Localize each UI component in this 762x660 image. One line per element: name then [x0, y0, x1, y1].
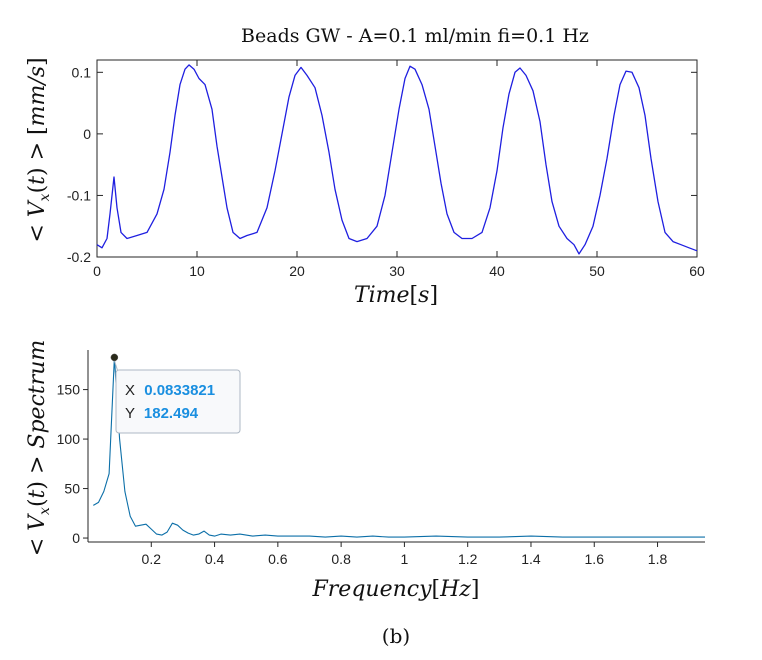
top-xtick-label: 0 [93, 263, 101, 279]
top-chart-ylabel: < Vx(t) > [mm/s] [25, 57, 53, 242]
top-xtick-label: 10 [189, 263, 205, 279]
datatip-x-row: X 0.0833821 [125, 382, 215, 399]
top-chart-ylabel-text: < Vx(t) > [mm/s] [25, 57, 53, 242]
bottom-chart: < Vx(t) > Spectrum 0.2 0.4 0.6 0.8 1 1.2 1.4 1.… [25, 340, 705, 602]
bottom-xtick-label: 0.4 [205, 551, 225, 567]
bottom-chart-xlabel: Frequency[Hz] [312, 577, 480, 602]
datatip[interactable]: X 0.0833821 Y 182.494 [110, 353, 241, 434]
bottom-xtick-label: 1.4 [521, 551, 541, 567]
top-xtick-label: 60 [689, 263, 705, 279]
datatip-y-row: Y 182.494 [125, 405, 199, 422]
top-chart: Beads GW - A=0.1 ml/min fi=0.1 Hz < Vx(t… [25, 25, 705, 308]
bottom-ytick-label: 50 [64, 481, 80, 497]
bottom-series-line [93, 356, 705, 538]
top-ytick-label: 0 [83, 126, 91, 142]
bottom-xtick-label: 1.2 [458, 551, 478, 567]
top-ytick-label: -0.1 [67, 187, 91, 203]
bottom-ytick-label: 100 [57, 431, 81, 447]
bottom-chart-ylabel: < Vx(t) > Spectrum [25, 340, 53, 557]
figure-caption: (b) [382, 624, 410, 648]
datatip-x-label: X [125, 382, 135, 399]
bottom-ytick-label: 150 [57, 382, 81, 398]
bottom-xtick-label: 1 [401, 551, 409, 567]
bottom-xtick-label: 0.6 [268, 551, 288, 567]
top-ytick-label: -0.2 [67, 249, 91, 265]
datatip-marker[interactable] [110, 353, 119, 362]
datatip-stem [113, 360, 118, 371]
top-xtick-label: 50 [589, 263, 605, 279]
bottom-ytick-label: 0 [72, 530, 80, 546]
top-chart-ticks: 0 10 20 30 40 50 60 -0.2 -0.1 0 0.1 [67, 60, 705, 279]
top-xtick-label: 40 [489, 263, 505, 279]
bottom-chart-ticks: 0.2 0.4 0.6 0.8 1 1.2 1.4 1.6 1.8 0 50 100 150 [57, 382, 668, 567]
bottom-chart-ylabel-text: < Vx(t) > Spectrum [25, 340, 53, 557]
top-ytick-label: 0.1 [72, 64, 92, 80]
datatip-y-value: 182.494 [144, 405, 199, 422]
bottom-chart-series [93, 356, 705, 538]
datatip-x-value: 0.0833821 [144, 382, 215, 399]
top-xtick-label: 20 [289, 263, 305, 279]
top-chart-title: Beads GW - A=0.1 ml/min fi=0.1 Hz [241, 25, 589, 47]
datatip-y-label: Y [125, 405, 135, 422]
top-chart-xlabel: Time[s] [354, 283, 438, 308]
bottom-xtick-label: 1.6 [585, 551, 605, 567]
top-series-line [96, 64, 698, 255]
top-chart-series [96, 64, 698, 255]
bottom-xtick-label: 0.2 [142, 551, 162, 567]
bottom-xtick-label: 0.8 [331, 551, 351, 567]
datatip-box [115, 369, 241, 434]
bottom-xtick-label: 1.8 [648, 551, 668, 567]
top-xtick-label: 30 [389, 263, 405, 279]
